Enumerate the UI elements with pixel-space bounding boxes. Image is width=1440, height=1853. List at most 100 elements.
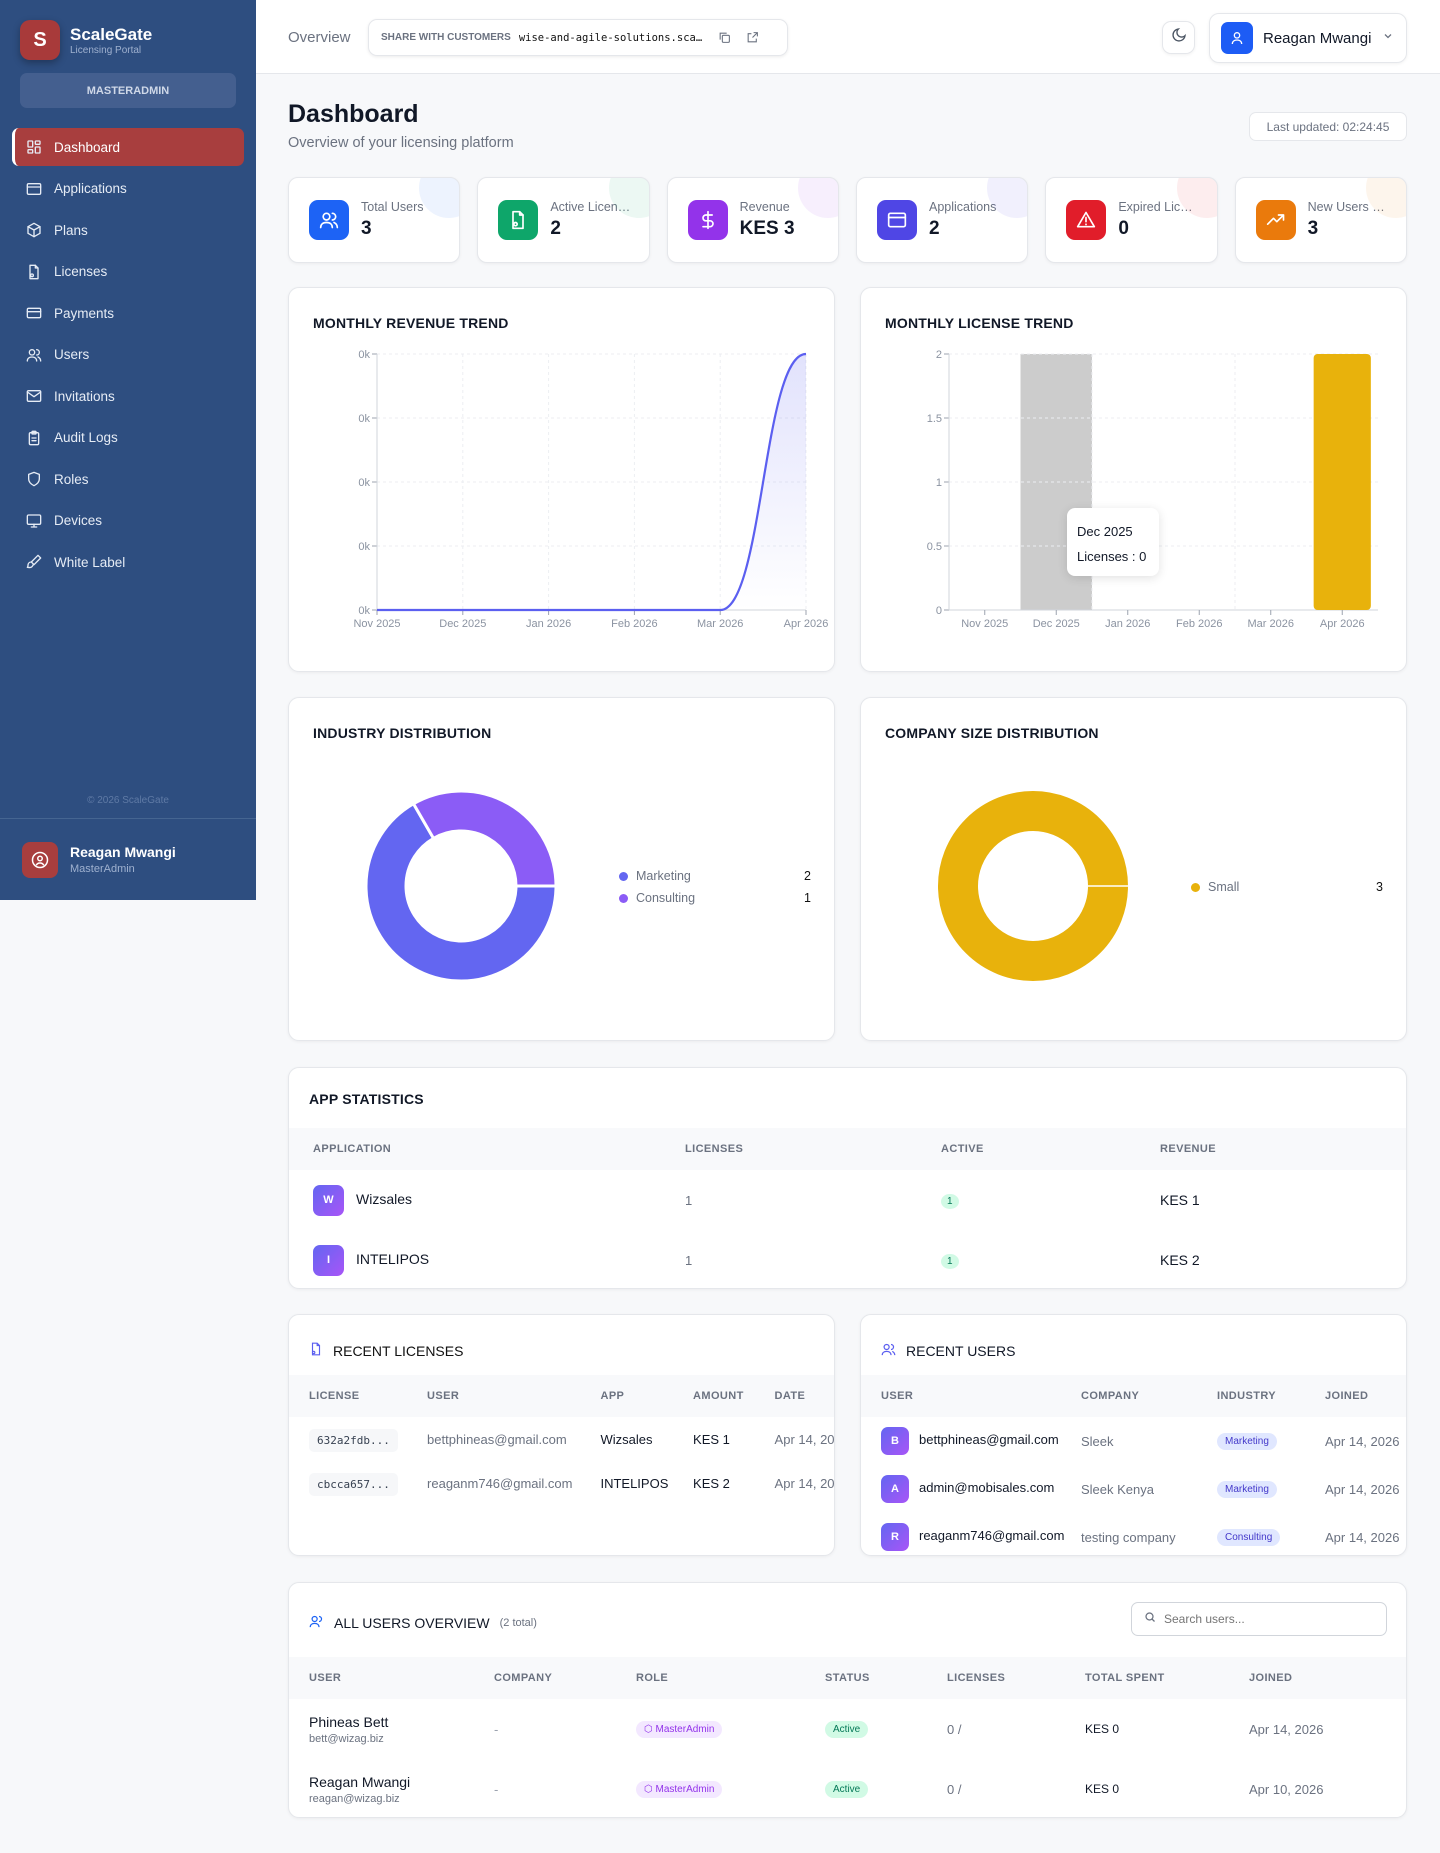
user-name: Reagan Mwangi — [309, 1773, 411, 1790]
recent-licenses-table: LICENSE USER APP AMOUNT DATE 632a2fdb... bet… — [289, 1375, 834, 1505]
amount: KES 2 — [693, 1475, 730, 1491]
sidebar-item-audit-logs[interactable]: Audit Logs — [12, 419, 244, 457]
section-header: RECENT USERS — [881, 1342, 1015, 1360]
pie-slice[interactable] — [364, 801, 558, 983]
shield-icon: ⬡ — [644, 1724, 656, 1735]
pie-slice[interactable] — [938, 791, 1128, 981]
role-badge: ⬡ MasterAdmin — [636, 1721, 723, 1738]
stat-card[interactable]: Expired Licenses0 — [1045, 177, 1218, 263]
clipboard-icon — [26, 430, 42, 446]
company: Sleek — [1081, 1433, 1114, 1449]
chevron-down-icon — [1382, 29, 1394, 47]
sidebar-user-name: Reagan Mwangi — [70, 844, 176, 860]
section-title: APP STATISTICS — [309, 1091, 424, 1107]
sidebar-item-white-label[interactable]: White Label — [12, 543, 244, 581]
theme-toggle-button[interactable] — [1162, 21, 1195, 54]
brand[interactable]: S ScaleGate Licensing Portal — [20, 20, 152, 60]
app-avatar: I — [313, 1244, 344, 1276]
table-row[interactable]: W Wizsales 1 1 KES 1 — [289, 1170, 1406, 1230]
section-title: RECENT LICENSES — [333, 1342, 464, 1359]
breadcrumb[interactable]: Overview — [288, 29, 351, 46]
x-tick-label: Dec 2025 — [439, 618, 486, 630]
user-email: reaganm746@gmail.com — [919, 1528, 1065, 1544]
column-header: COMPANY — [494, 1657, 636, 1699]
chart-title: MONTHLY REVENUE TREND — [313, 315, 509, 331]
stat-value: 2 — [550, 218, 561, 239]
legend-swatch — [619, 871, 628, 881]
legend-value: 2 — [804, 869, 811, 883]
share-url[interactable]: wise-and-agile-solutions.scalegate — [518, 31, 707, 44]
chart-title: COMPANY SIZE DISTRIBUTION — [885, 725, 1099, 741]
sidebar-item-roles[interactable]: Roles — [12, 460, 244, 498]
user-icon — [1221, 22, 1253, 54]
pie-slice[interactable] — [411, 789, 558, 888]
stat-card[interactable]: Active Licenses 2 — [477, 177, 650, 263]
table-row[interactable]: Phineas Bett bett@wizag.biz - ⬡ MasterAdm… — [289, 1699, 1406, 1759]
table-row[interactable]: 632a2fdb... bettphineas@gmail.com Wizsal… — [289, 1417, 834, 1461]
package-icon — [26, 222, 42, 238]
y-tick-label: 0.5 — [927, 541, 942, 553]
bar[interactable] — [1313, 354, 1371, 610]
table-row[interactable]: cbcca657... reaganm746@gmail.com INTELIP… — [289, 1461, 834, 1505]
stat-card[interactable]: Applications 2 — [855, 177, 1029, 263]
role-badge: MASTERADMIN — [20, 73, 236, 108]
stat-cards: Total Users 3 Active Licenses 2 Revenue KES 3… — [288, 177, 1407, 263]
sidebar-item-applications[interactable]: Applications — [12, 170, 244, 208]
user-menu-button[interactable]: Reagan Mwangi — [1209, 13, 1407, 63]
sidebar-nav: Dashboard Applications Plans Licenses Paymen… — [12, 128, 244, 585]
external-link-icon[interactable] — [743, 28, 763, 48]
sidebar-item-label: Audit Logs — [54, 430, 118, 445]
sidebar-item-label: Devices — [54, 513, 103, 528]
sidebar-item-plans[interactable]: Plans — [12, 211, 244, 249]
company: Sleek Kenya — [1081, 1481, 1154, 1497]
sidebar-item-invitations[interactable]: Invitations — [12, 377, 244, 415]
revenue-trend-card: MONTHLY REVENUE TREND 0k 0k 0k 0k 0k Nov 2025… — [288, 287, 835, 672]
industry-badge: Marketing — [1217, 1481, 1277, 1498]
stat-value: 3 — [361, 218, 372, 239]
users-icon — [309, 200, 349, 240]
x-tick-label: Apr 2026 — [1320, 618, 1365, 630]
sidebar-item-devices[interactable]: Devices — [12, 502, 244, 540]
stat-value: 2 — [928, 218, 940, 239]
stat-card[interactable]: Revenue KES 3 — [666, 177, 839, 263]
sidebar-item-dashboard[interactable]: Dashboard — [12, 128, 244, 166]
x-tick-label: Mar 2026 — [1248, 618, 1294, 630]
user-menu-name: Reagan Mwangi — [1263, 29, 1372, 47]
sidebar-user[interactable]: Reagan Mwangi MasterAdmin — [0, 818, 256, 900]
user-avatar: R — [881, 1523, 909, 1551]
column-header: COMPANY — [1081, 1375, 1217, 1417]
table-row[interactable]: Reagan Mwangi reagan@wizag.biz - ⬡ Master… — [289, 1759, 1406, 1817]
licenses-count: 1 — [685, 1192, 693, 1208]
search-users-field[interactable] — [1131, 1602, 1387, 1636]
app-statistics-table: APPLICATION LICENSES ACTIVE REVENUE W Wizsal… — [289, 1128, 1406, 1288]
x-tick-label: Apr 2026 — [784, 618, 829, 630]
legend-item: Consulting 1 — [619, 887, 811, 909]
search-users-input[interactable] — [1164, 1612, 1364, 1626]
sidebar-item-payments[interactable]: Payments — [12, 294, 244, 332]
user-email: admin@mobisales.com — [919, 1480, 1055, 1496]
legend-label: Small — [1208, 880, 1240, 894]
file-key-icon — [498, 200, 539, 240]
company: - — [494, 1721, 499, 1737]
license-trend-chart: 0 0.5 1 1.5 2 Nov 2025 Dec 2025 Jan 2026 Feb 202… — [927, 349, 1378, 630]
column-header: LICENSES — [947, 1657, 1085, 1699]
stat-card[interactable]: New Users (30d)3 — [1234, 177, 1407, 263]
stat-card[interactable]: Total Users 3 — [288, 177, 461, 263]
sidebar: S ScaleGate Licensing Portal MASTERADMIN… — [0, 0, 256, 900]
active-badge: 1 — [941, 1253, 959, 1269]
amount: KES 1 — [693, 1431, 730, 1447]
trend-icon — [1255, 200, 1296, 240]
sidebar-item-licenses[interactable]: Licenses — [12, 253, 244, 291]
sidebar-item-label: Dashboard — [54, 139, 121, 155]
copy-icon[interactable] — [715, 28, 735, 48]
table-row[interactable]: I INTELIPOS 1 1 KES 2 — [289, 1230, 1406, 1288]
industry-donut-chart — [364, 789, 558, 983]
company-size-distribution-card: COMPANY SIZE DISTRIBUTION Small 3 — [860, 697, 1407, 1041]
sidebar-item-users[interactable]: Users — [12, 336, 244, 374]
share-label: SHARE WITH CUSTOMERS — [381, 32, 511, 43]
section-header: RECENT LICENSES — [309, 1342, 463, 1359]
